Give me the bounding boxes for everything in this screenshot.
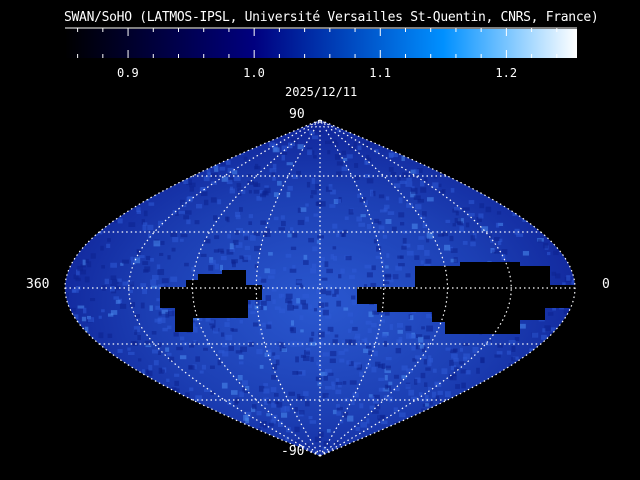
colorbar-tick-label: 1.2: [495, 66, 518, 80]
colorbar-tick-label: 1.0: [243, 66, 265, 80]
coordinate-grid: [64, 119, 576, 457]
lon-right-label: 0: [602, 277, 610, 292]
date-label: 2025/12/11: [285, 85, 358, 99]
colorbar-tick-label: 0.9: [117, 66, 139, 80]
lat-top-label: 90: [289, 107, 305, 122]
colorbar-tick-label: 1.1: [369, 66, 391, 80]
data-gap-left: [160, 270, 262, 332]
meridian-line: [319, 119, 385, 457]
colorbar: [65, 27, 577, 58]
data-gap-right: [357, 262, 575, 334]
lat-bottom-label: -90: [281, 444, 305, 459]
map-title: SWAN/SoHO (LATMOS-IPSL, Université Versa…: [64, 10, 599, 25]
data-gap-bottom-left: [200, 280, 230, 300]
lon-left-label: 360: [26, 277, 50, 292]
colorbar-gradient: [65, 29, 577, 58]
